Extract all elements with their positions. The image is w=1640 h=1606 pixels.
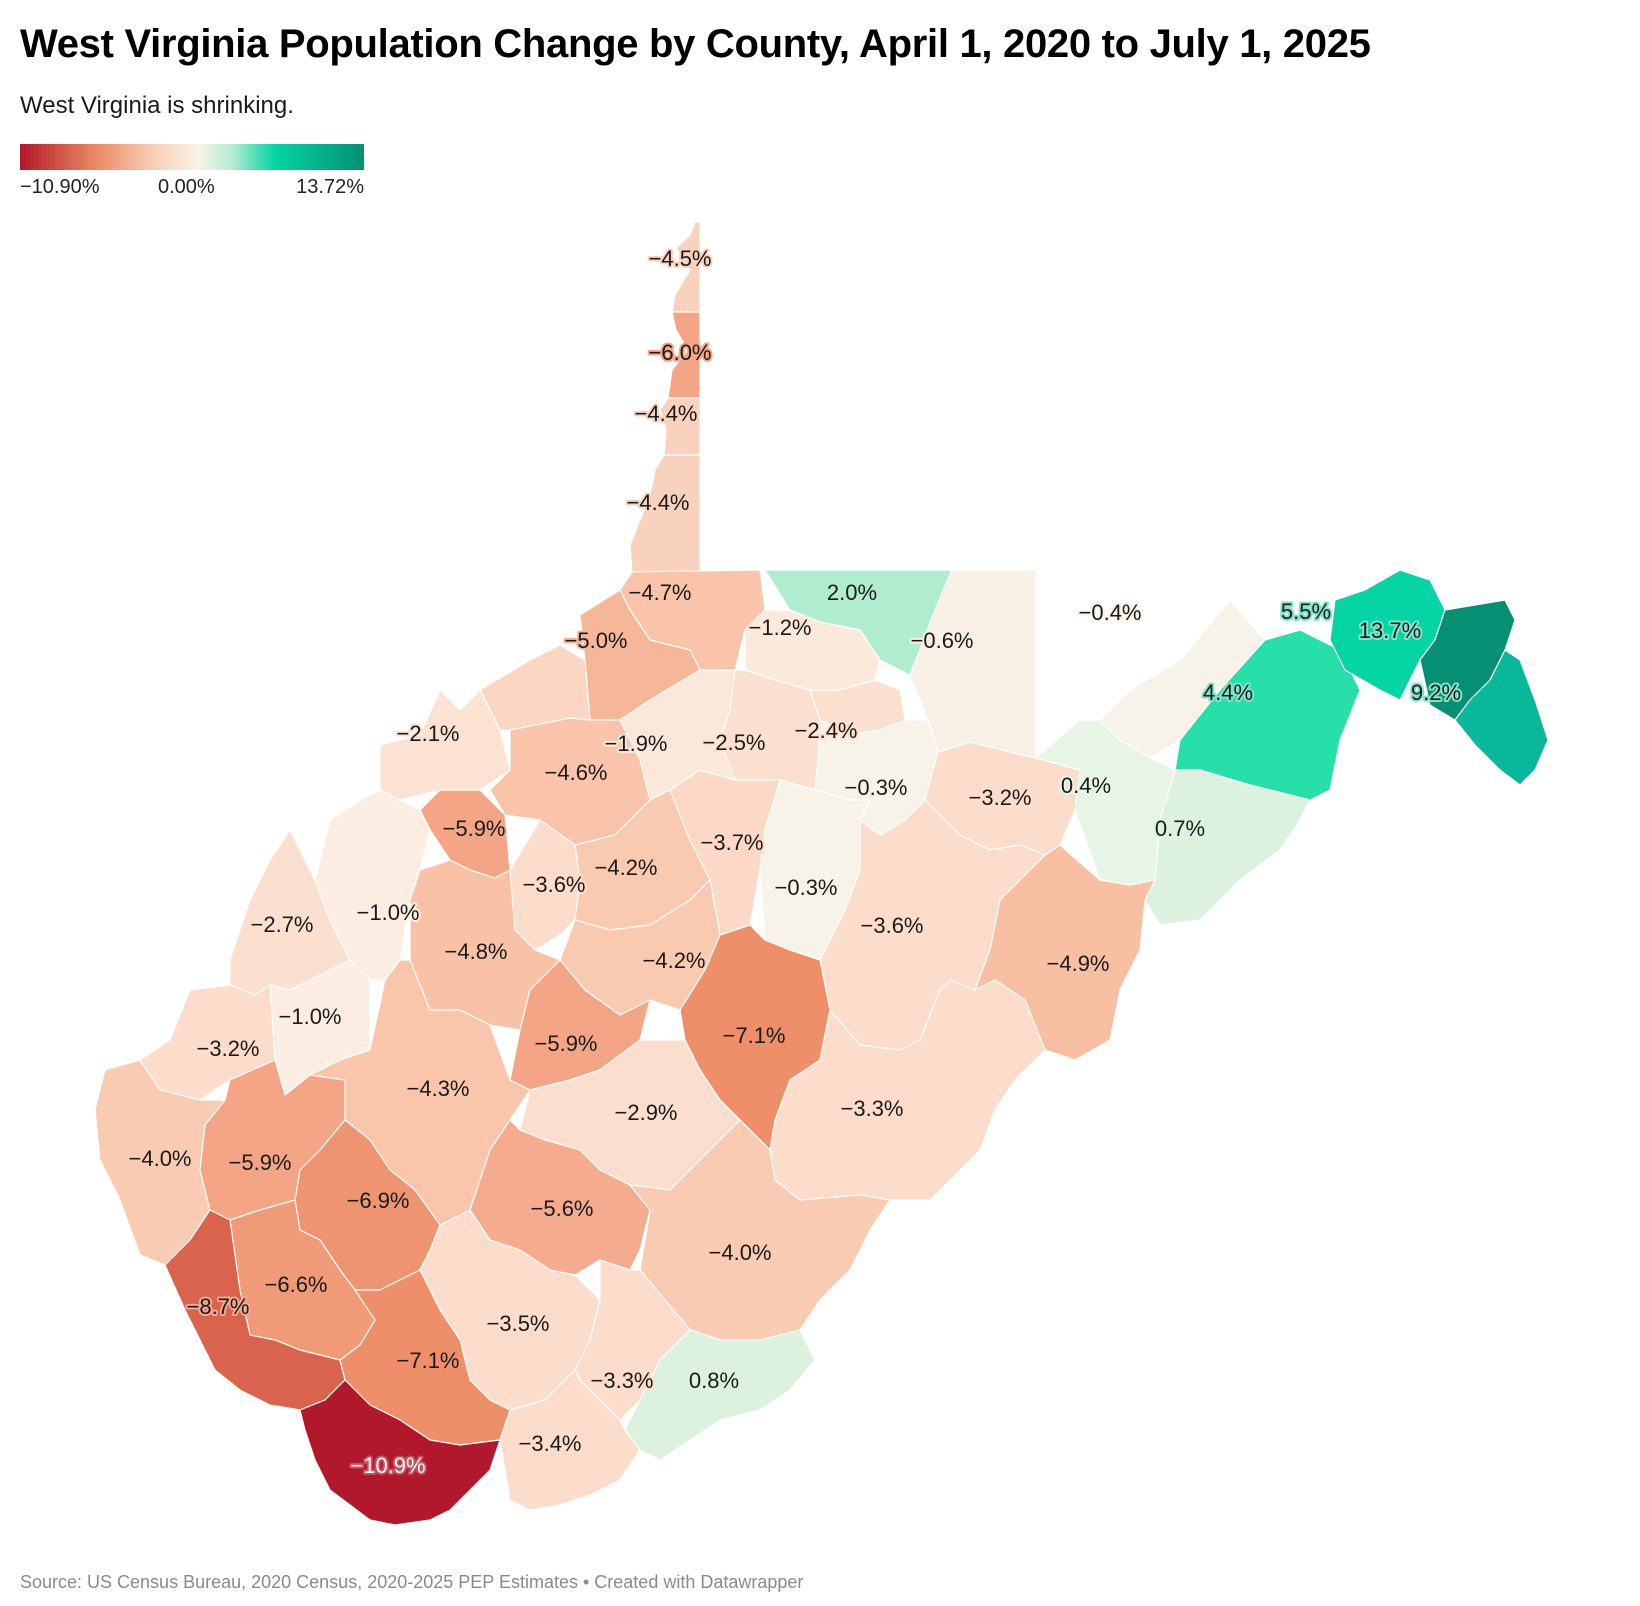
label-summers: −3.3% (591, 1368, 654, 1393)
label-wirt: −5.9% (443, 816, 506, 841)
label-mercer: −3.4% (519, 1431, 582, 1456)
label-wayne: −4.0% (129, 1146, 192, 1171)
label-monongalia: 2.0% (827, 580, 877, 605)
label-taylor: −2.4% (795, 718, 858, 743)
label-wood: −2.1% (397, 721, 460, 746)
label-doddridge: −1.9% (605, 731, 668, 756)
county-summers[interactable] (574, 1259, 691, 1421)
county-mcdowell[interactable] (299, 1379, 501, 1526)
label-pocahontas: −3.3% (841, 1096, 904, 1121)
label-raleigh: −3.5% (487, 1311, 550, 1336)
label-randolph: −3.6% (861, 913, 924, 938)
legend-gradient-bar (20, 144, 364, 170)
label-monroe: 0.8% (689, 1368, 739, 1393)
label-tucker: −3.2% (969, 785, 1032, 810)
county-hardy[interactable] (1144, 769, 1311, 926)
county-marshall[interactable] (629, 454, 701, 573)
label-barbour: −0.3% (845, 775, 908, 800)
label-brooke: −6.0% (649, 340, 712, 365)
label-morgan: 5.5% (1281, 599, 1331, 624)
label-roane: −4.8% (445, 939, 508, 964)
label-boone: −6.9% (347, 1188, 410, 1213)
label-jefferson: 9.2% (1411, 680, 1461, 705)
label-gilmer: −4.2% (595, 855, 658, 880)
legend-mid-label: 0.00% (158, 176, 215, 198)
label-kanawha: −4.3% (407, 1076, 470, 1101)
county-brooke[interactable] (667, 311, 701, 399)
label-webster: −7.1% (723, 1023, 786, 1048)
county-labels: −4.5% −6.0% −4.4% −4.4% −4.7% −5.0% 2.0%… (127, 244, 1464, 1480)
color-legend: −10.90% 0.00% 13.72% (20, 144, 364, 202)
legend-labels: −10.90% 0.00% 13.72% (20, 176, 364, 202)
label-ritchie: −4.6% (545, 760, 608, 785)
label-preston: −0.6% (911, 628, 974, 653)
chart-subtitle: West Virginia is shrinking. (20, 92, 294, 119)
label-calhoun: −3.6% (523, 872, 586, 897)
label-mingo: −8.7% (187, 1294, 250, 1319)
label-jackson: −1.0% (357, 900, 420, 925)
label-clay: −5.9% (535, 1031, 598, 1056)
label-pendleton: −4.9% (1047, 951, 1110, 976)
label-logan: −6.6% (265, 1272, 328, 1297)
label-tyler: −5.0% (565, 628, 628, 653)
county-hancock[interactable] (671, 221, 701, 313)
county-pendleton[interactable] (973, 844, 1157, 1061)
label-mason: −2.7% (251, 912, 314, 937)
county-jefferson[interactable] (1454, 649, 1549, 786)
label-braxton: −4.2% (643, 948, 706, 973)
chart-title: West Virginia Population Change by Count… (20, 22, 1371, 66)
label-nicholas: −2.9% (615, 1100, 678, 1125)
legend-min-label: −10.90% (20, 176, 100, 198)
label-grant: 0.4% (1061, 773, 1111, 798)
label-greenbrier: −4.0% (709, 1240, 772, 1265)
county-mercer[interactable] (499, 1368, 641, 1511)
source-note: Source: US Census Bureau, 2020 Census, 2… (20, 1572, 804, 1592)
county-monroe[interactable] (624, 1329, 816, 1461)
label-putnam: −1.0% (279, 1004, 342, 1029)
label-fayette: −5.6% (531, 1196, 594, 1221)
label-upshur: −0.3% (775, 875, 838, 900)
label-hardy: 0.7% (1155, 816, 1205, 841)
label-lincoln: −5.9% (229, 1150, 292, 1175)
label-hancock: −4.5% (649, 246, 712, 271)
label-marion: −1.2% (749, 615, 812, 640)
label-cabell: −3.2% (197, 1036, 260, 1061)
label-hampshire: 4.4% (1203, 680, 1253, 705)
label-ohio: −4.4% (635, 401, 698, 426)
label-mineral: −0.4% (1079, 600, 1142, 625)
legend-max-label: 13.72% (296, 176, 364, 198)
county-pleasants[interactable] (479, 644, 591, 731)
label-harrison: −2.5% (703, 730, 766, 755)
county-berkeley[interactable] (1419, 599, 1516, 721)
label-wetzel: −4.7% (629, 580, 692, 605)
label-lewis: −3.7% (701, 830, 764, 855)
label-wyoming: −7.1% (397, 1348, 460, 1373)
label-berkeley: 13.7% (1359, 618, 1421, 643)
label-mcdowell: −10.9% (350, 1453, 425, 1478)
label-marshall: −4.4% (627, 490, 690, 515)
